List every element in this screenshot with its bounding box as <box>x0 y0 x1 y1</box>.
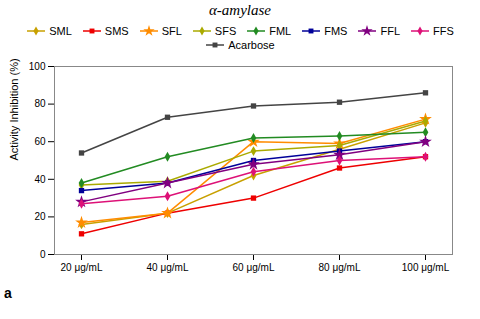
html-text:SFS: SFS <box>214 25 237 37</box>
html-text:FML: FML <box>269 25 292 37</box>
svg-text:60: 60 <box>34 136 46 147</box>
html-text:Acarbose: Acarbose <box>228 39 275 51</box>
svg-text:20: 20 <box>34 211 46 222</box>
svg-text:40: 40 <box>34 174 46 185</box>
svg-text:Activity Inhibition (%): Activity Inhibition (%) <box>8 58 20 160</box>
svg-text:100 μg/mL: 100 μg/mL <box>402 262 450 273</box>
svg-text:80: 80 <box>34 98 46 109</box>
html-text:SMS: SMS <box>104 25 129 37</box>
svg-text:40 μg/mL: 40 μg/mL <box>147 262 189 273</box>
html-text:FFL: FFL <box>380 25 400 37</box>
svg-text:100: 100 <box>29 61 46 72</box>
svg-text:0: 0 <box>40 249 46 260</box>
html-text:a: a <box>4 285 12 301</box>
html-text:FFS: FFS <box>433 25 454 37</box>
svg-text:60 μg/mL: 60 μg/mL <box>233 262 275 273</box>
svg-text:20 μg/mL: 20 μg/mL <box>61 262 103 273</box>
html-text:FMS: FMS <box>324 25 348 37</box>
html-text:SFL: SFL <box>161 25 182 37</box>
html-text:α-amylase: α-amylase <box>209 2 271 18</box>
svg-text:80 μg/mL: 80 μg/mL <box>319 262 361 273</box>
html-text:SML: SML <box>49 25 72 37</box>
